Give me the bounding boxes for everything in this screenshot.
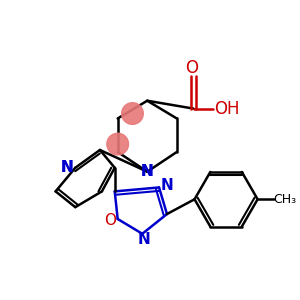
- Text: N: N: [138, 232, 151, 247]
- Text: O: O: [104, 214, 116, 229]
- Text: N: N: [160, 178, 173, 193]
- Circle shape: [107, 133, 128, 155]
- Text: OH: OH: [214, 100, 240, 118]
- Text: CH₃: CH₃: [274, 193, 297, 206]
- Text: N: N: [61, 160, 74, 175]
- Text: O: O: [185, 59, 198, 77]
- Circle shape: [122, 103, 143, 124]
- Text: N: N: [61, 160, 74, 175]
- Text: N: N: [141, 164, 154, 179]
- Text: N: N: [141, 164, 154, 179]
